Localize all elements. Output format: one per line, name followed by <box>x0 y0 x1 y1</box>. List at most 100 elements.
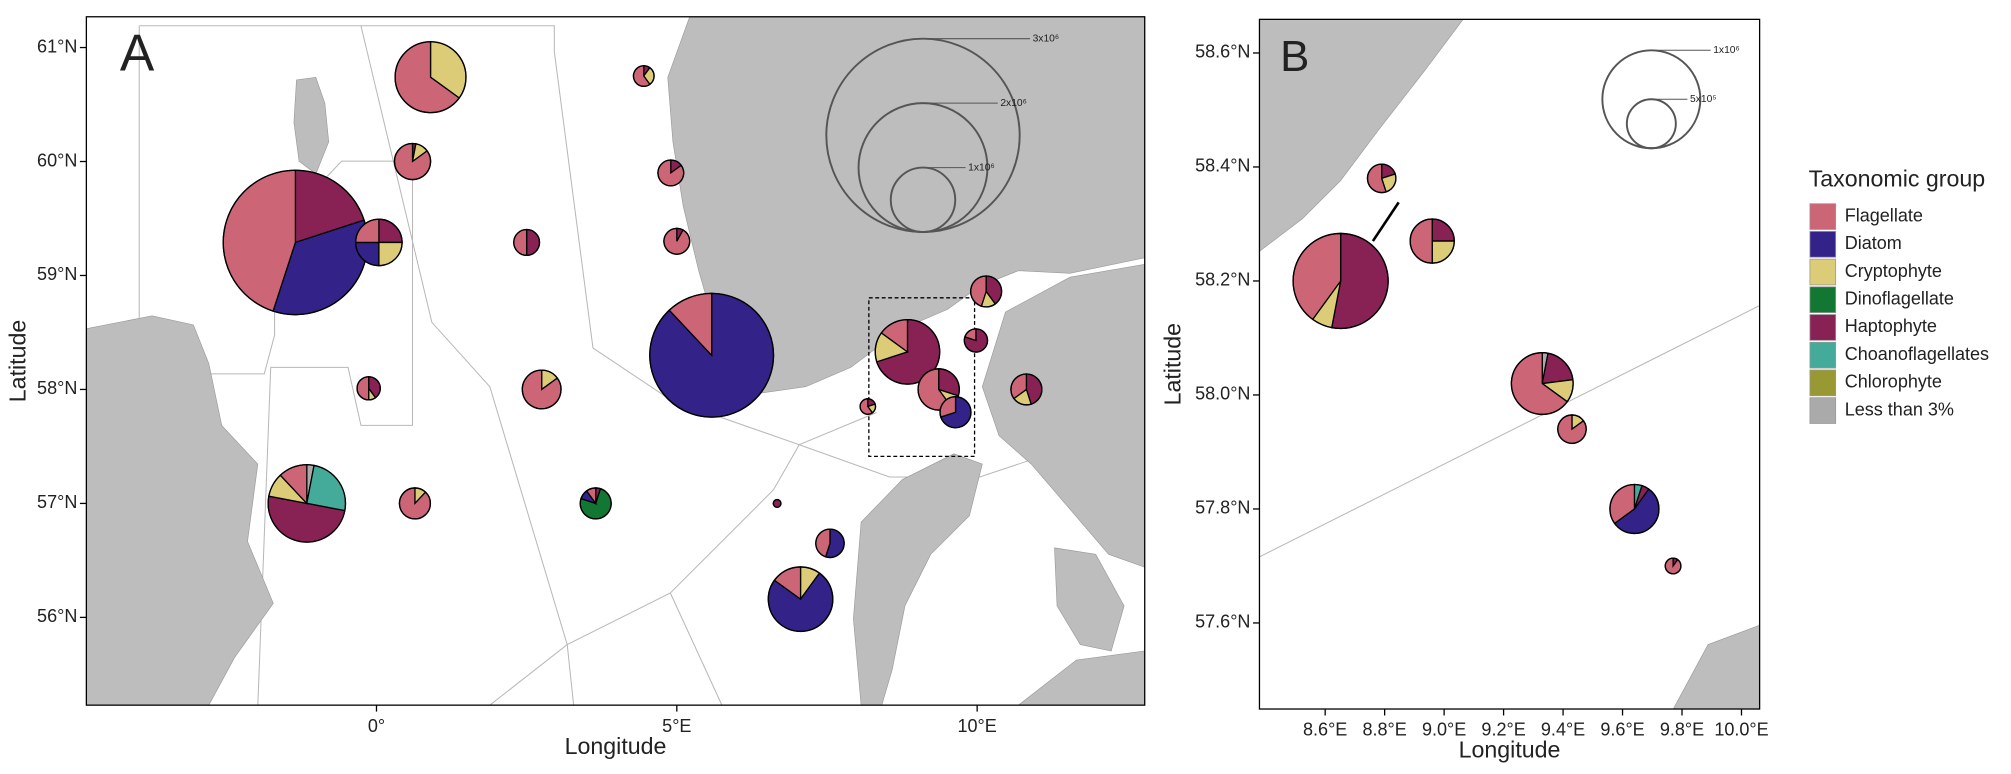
legend-swatch <box>1809 286 1837 314</box>
pie-outline <box>1010 373 1043 406</box>
pie-outline <box>663 227 691 255</box>
pie-outline <box>917 368 960 411</box>
legend-swatch <box>1809 369 1837 397</box>
y-tick-label: 60°N <box>37 150 77 170</box>
legend-swatch <box>1809 258 1837 286</box>
land-norway <box>667 16 1145 394</box>
x-tick-label: 8.6°E <box>1303 720 1347 740</box>
legend-swatch <box>1809 231 1837 258</box>
pies <box>222 41 1043 633</box>
pie-outline <box>772 498 782 508</box>
sea-border <box>669 592 723 706</box>
x-axis-title: Longitude <box>1459 737 1561 763</box>
pie-outline <box>657 159 685 187</box>
pie-outline <box>1292 232 1389 330</box>
map-a-base <box>86 16 1145 706</box>
pie-outline <box>267 464 347 543</box>
x-tick-label: 5°E <box>662 716 691 736</box>
legend-label: Diatom <box>1845 233 1902 253</box>
pie-outline <box>393 142 432 181</box>
land-sweden <box>981 263 1145 568</box>
x-tick-label: 9.6°E <box>1600 720 1644 740</box>
pie-outline <box>1557 414 1587 445</box>
legend-swatch <box>1809 341 1837 369</box>
legend-label: Haptophyte <box>1845 316 1937 336</box>
size-legend-label: 1x10⁶ <box>1713 45 1740 56</box>
land-sweden <box>1672 624 1760 710</box>
pie-outline <box>356 376 381 401</box>
y-tick-label: 57.6°N <box>1195 612 1250 632</box>
land-denmark <box>853 453 983 706</box>
y-tick-label: 59°N <box>37 264 77 284</box>
x-tick-label: 10.0°E <box>1714 720 1768 740</box>
land-shetland <box>293 77 330 175</box>
panel-a-frame <box>85 16 1146 706</box>
y-tick-label: 58.2°N <box>1195 270 1250 290</box>
pie-outline <box>939 396 972 429</box>
land-zealand <box>1054 547 1125 652</box>
x-tick-label: 10°E <box>957 716 996 736</box>
pie-outline <box>355 218 403 267</box>
size-legend-label: 5x10⁵ <box>1690 94 1717 105</box>
y-tick-label: 58.6°N <box>1195 42 1250 62</box>
pie-outline <box>649 292 775 418</box>
pie-outline <box>1366 163 1397 194</box>
pie-outline <box>963 328 989 353</box>
pie-outline <box>874 318 941 385</box>
legend-swatch <box>1809 314 1837 341</box>
size-legend-label: 2x10⁶ <box>1000 98 1027 109</box>
y-tick-label: 61°N <box>37 36 77 56</box>
pointer-line <box>1371 201 1400 242</box>
pie-outline <box>970 275 1003 308</box>
pie-outline <box>1510 352 1574 416</box>
y-tick-label: 58.4°N <box>1195 156 1250 176</box>
panel-label: B <box>1280 32 1309 81</box>
sea-border <box>360 25 575 706</box>
legend-label: Less than 3% <box>1845 399 1954 419</box>
y-axis-title: Latitude <box>4 320 30 403</box>
panel-label: A <box>120 23 155 81</box>
pie-outline <box>859 398 877 415</box>
legend-label: Chlorophyte <box>1845 372 1942 392</box>
y-tick-label: 58.0°N <box>1195 384 1250 404</box>
sea-border <box>1259 305 1760 558</box>
pie-outline <box>1609 483 1660 535</box>
size-legend-label: 1x10⁶ <box>968 162 995 173</box>
pie-outline <box>632 65 655 87</box>
x-axis-title: Longitude <box>565 733 667 759</box>
legend-label: Cryptophyte <box>1845 261 1942 281</box>
y-tick-label: 56°N <box>37 606 77 626</box>
zoom-box <box>868 297 976 457</box>
pie-outline <box>394 41 467 114</box>
pies <box>1292 163 1682 575</box>
y-tick-label: 57.8°N <box>1195 498 1250 518</box>
pie-outline <box>579 487 612 520</box>
y-tick-label: 58°N <box>37 378 77 398</box>
legend-swatch <box>1809 203 1837 230</box>
y-axis-title: Latitude <box>1159 323 1185 406</box>
sea-border <box>138 25 414 706</box>
pie-outline <box>815 528 845 559</box>
land-germany <box>1017 650 1145 706</box>
x-tick-label: 8.8°E <box>1362 720 1406 740</box>
x-tick-label: 9.4°E <box>1541 720 1585 740</box>
legend-label: Dinoflagellate <box>1845 288 1954 308</box>
x-tick-label: 9.2°E <box>1481 720 1525 740</box>
x-tick-label: 0° <box>368 716 385 736</box>
map-b-base <box>1259 19 1760 710</box>
land-norway <box>1259 19 1464 252</box>
pie-outline <box>521 369 562 410</box>
pie-outline <box>1409 218 1455 264</box>
pie-outline <box>513 228 541 256</box>
land-scotland <box>86 315 274 706</box>
x-tick-label: 9.0°E <box>1422 720 1466 740</box>
pie-outline <box>767 566 834 633</box>
legend-label: Choanoflagellates <box>1845 344 1989 364</box>
legend-label: Flagellate <box>1845 205 1923 225</box>
pie-outline <box>398 487 432 520</box>
pie-outline <box>1664 557 1682 575</box>
size-legend-label: 3x10⁶ <box>1033 33 1060 44</box>
x-tick-label: 9.8°E <box>1660 720 1704 740</box>
legend-title: Taxonomic group <box>1809 166 1986 192</box>
